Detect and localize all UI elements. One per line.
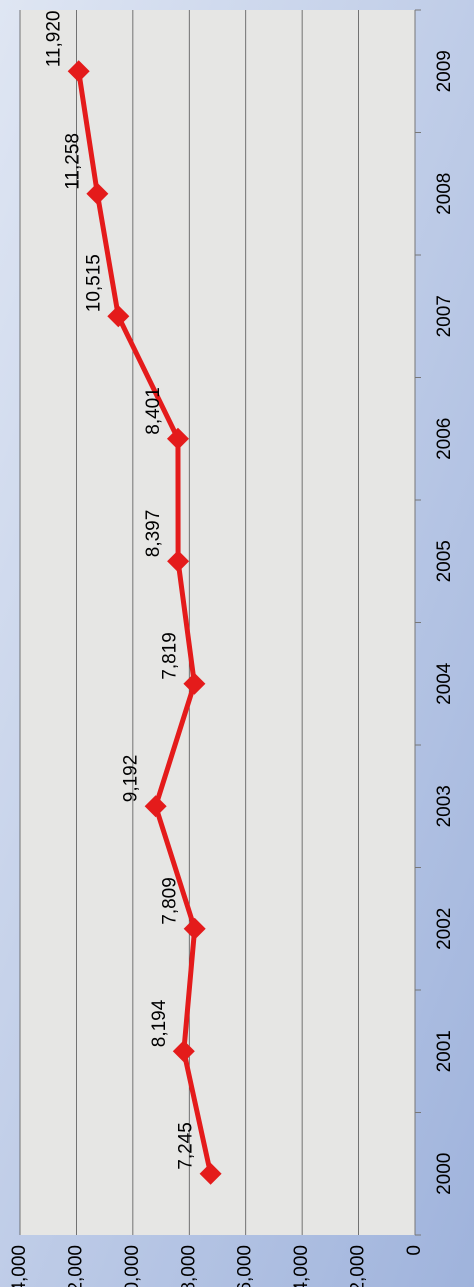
marker [183,672,206,695]
y-tick-label: 0 [404,1245,425,1256]
marker [107,305,130,328]
data-label: 9,192 [121,755,142,803]
marker [144,795,167,818]
marker [67,60,90,83]
data-label: 8,397 [143,510,164,558]
data-label: 11,920 [44,11,65,68]
x-tick-label: 2001 [434,1030,455,1072]
data-label: 7,819 [159,632,180,680]
y-tick-label: 12,000 [65,1245,86,1287]
line [76,70,214,1175]
x-tick-label: 2008 [434,173,455,215]
marker [183,917,206,940]
marker [86,182,109,205]
x-tick-label: 2002 [434,908,455,950]
y-tick-label: 2,000 [348,1245,369,1287]
y-tick-label: 10,000 [122,1245,143,1287]
data-label: 11,258 [62,133,83,190]
x-tick-label: 2005 [434,540,455,582]
x-tick-label: 2009 [434,50,455,92]
y-tick-label: 6,000 [235,1245,256,1287]
data-label: 10,515 [83,254,104,312]
data-label: 7,809 [160,877,181,925]
x-tick-label: 2003 [434,785,455,827]
data-label: 8,401 [143,387,164,435]
x-tick-label: 2006 [434,418,455,460]
y-tick-label: 4,000 [291,1245,312,1287]
marker [172,1040,195,1063]
marker [167,550,190,573]
plot-group: 0 2,000 4,000 6,000 8,000 10,000 12,000 14,000 2… [9,9,455,1287]
x-tick-label: 2000 [434,1153,455,1195]
y-tick-label: 14,000 [9,1245,30,1287]
y-tick-label: 8,000 [178,1245,199,1287]
marker [199,1162,222,1185]
x-tick-label: 2007 [434,295,455,337]
plot-area [20,10,415,1235]
x-tick-label: 2004 [434,662,455,705]
data-label: 8,194 [149,999,170,1047]
data-label: 7,245 [176,1122,197,1170]
marker [166,427,189,450]
